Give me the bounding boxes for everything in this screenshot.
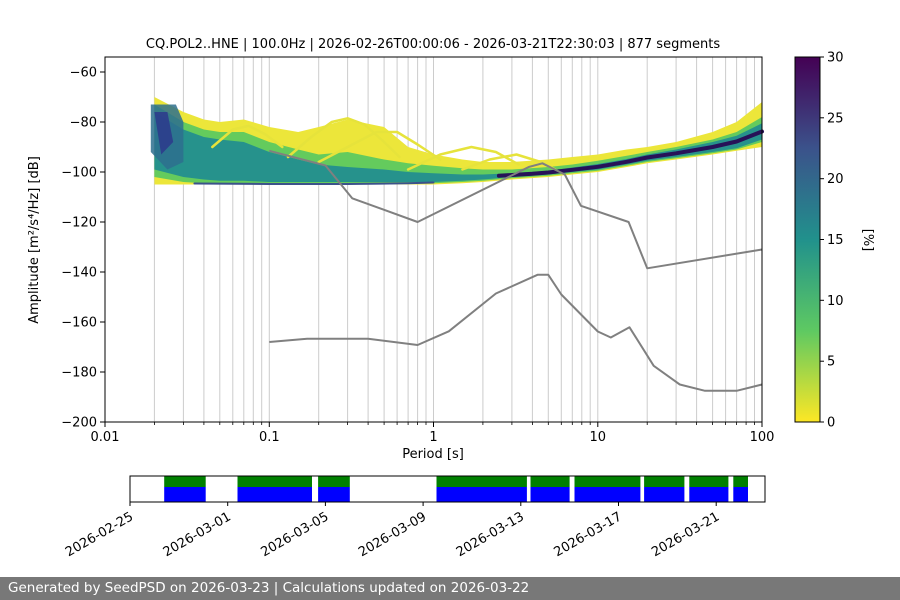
colorbar-tick-label: 15 <box>827 233 844 248</box>
coverage-segment-top <box>164 476 206 487</box>
footer-bar: Generated by SeedPSD on 2026-03-23 | Cal… <box>0 577 900 600</box>
timeline-tick-label: 2026-03-17 <box>552 509 625 560</box>
coverage-segment-top <box>318 476 350 487</box>
colorbar-tick-label: 0 <box>827 416 835 431</box>
colorbar-tick-label: 30 <box>827 51 844 66</box>
timeline-tick-label: 2026-02-25 <box>63 509 136 560</box>
coverage-segment-bottom <box>436 487 527 502</box>
noise-model-curves <box>269 149 763 392</box>
timeline-tick-label: 2026-03-13 <box>454 509 527 560</box>
coverage-segment-bottom <box>733 487 748 502</box>
colorbar-label: [%] <box>860 229 875 252</box>
footer-text: Generated by SeedPSD on 2026-03-23 | Cal… <box>8 580 530 596</box>
ppsd-histogram <box>150 97 764 185</box>
coverage-segment-bottom <box>574 487 641 502</box>
coverage-segment-bottom <box>644 487 685 502</box>
x-tick-label: 100 <box>750 430 775 445</box>
x-axis-label: Period [s] <box>402 447 464 462</box>
axes-frame: 0.01 0.1 1 10 100 −60 −80 −100 −120 −140 −160 −180 −… <box>61 56 775 445</box>
colorbar-tick-label: 10 <box>827 294 844 309</box>
y-tick-label: −80 <box>70 116 97 131</box>
y-tick-label: −180 <box>61 366 97 381</box>
colorbar-tick-label: 20 <box>827 172 844 187</box>
colorbar-tick-label: 5 <box>827 355 835 370</box>
nhnm-curve <box>269 149 763 270</box>
coverage-segment-top <box>733 476 748 487</box>
timeline-tick-label: 2026-03-21 <box>649 509 722 560</box>
colorbar: 0 5 10 15 20 25 30 <box>794 51 844 431</box>
chart-title: CQ.POL2..HNE | 100.0Hz | 2026-02-26T00:0… <box>146 37 720 52</box>
colorbar-gradient <box>794 56 821 423</box>
colorbar-tick-label: 25 <box>827 111 844 126</box>
coverage-segment-bottom <box>318 487 350 502</box>
coverage-timeline: 2026-02-25 2026-03-01 2026-03-05 2026-03-09… <box>63 475 766 560</box>
gridlines <box>104 57 763 422</box>
timeline-tick-label: 2026-03-01 <box>161 509 234 560</box>
ppsd-mode-ridge <box>496 129 764 178</box>
coverage-segment-bottom <box>689 487 729 502</box>
ppsd-low-density-arc <box>317 130 442 164</box>
timeline-border <box>129 475 766 503</box>
ppsd-figure: 0.01 0.1 1 10 100−60−80−100−120−140−160−180−… <box>27 37 875 560</box>
ppsd-secondary-ridge <box>193 181 435 185</box>
nlnm-curve <box>269 273 763 392</box>
x-tick-label: 0.01 <box>91 430 120 445</box>
timeline-tick-label: 2026-03-05 <box>258 509 331 560</box>
y-tick-label: −160 <box>61 316 97 331</box>
y-axis-label: Amplitude [m²/s⁴/Hz] [dB] <box>27 156 42 324</box>
coverage-segment-bottom <box>530 487 570 502</box>
coverage-segment-top <box>574 476 641 487</box>
x-tick-label: 0.1 <box>259 430 280 445</box>
coverage-segment-bottom <box>164 487 206 502</box>
y-tick-label: −140 <box>61 266 97 281</box>
coverage-segment-top <box>237 476 312 487</box>
y-tick-label: −100 <box>61 166 97 181</box>
ppsd-short-period-core <box>154 112 174 155</box>
y-tick-label: −60 <box>70 66 97 81</box>
y-tick-label: −200 <box>61 416 97 431</box>
timeline-tick-label: 2026-03-09 <box>356 509 429 560</box>
coverage-segment-top <box>530 476 570 487</box>
coverage-segment-top <box>436 476 527 487</box>
ppsd-low-density-arc <box>211 124 284 149</box>
coverage-segment-top <box>689 476 729 487</box>
coverage-segment-bottom <box>237 487 312 502</box>
x-tick-label: 10 <box>590 430 607 445</box>
x-tick-label: 1 <box>429 430 437 445</box>
y-tick-label: −120 <box>61 216 97 231</box>
ppsd-low-density-arc <box>286 117 401 159</box>
coverage-segment-top <box>644 476 685 487</box>
